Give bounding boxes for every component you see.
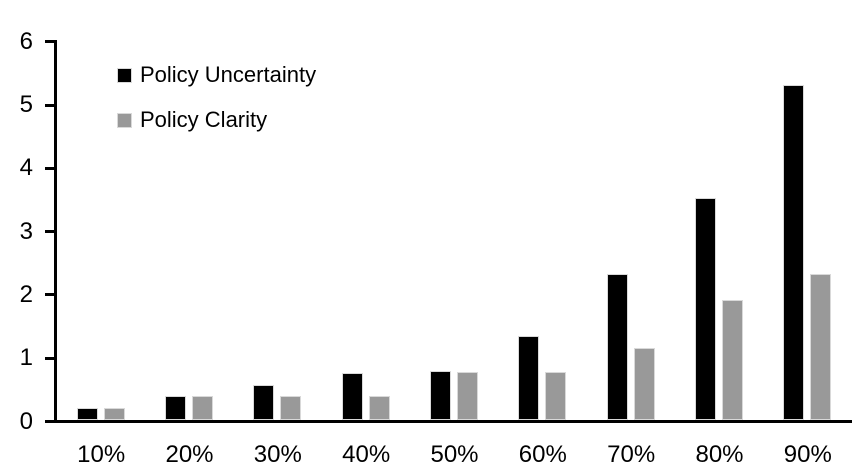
x-axis-category-label: 30% [253, 441, 302, 468]
bar-policy-clarity [545, 371, 567, 420]
x-axis-category-label: 80% [695, 441, 744, 468]
legend-label-policy-clarity: Policy Clarity [140, 107, 268, 132]
legend-swatch-policy-clarity-icon [117, 112, 132, 128]
y-axis-tick-mark [45, 293, 57, 297]
bar-policy-uncertainty [253, 385, 275, 420]
bar-policy-clarity [722, 299, 743, 420]
bar-policy-uncertainty [695, 198, 716, 420]
bar-policy-uncertainty [518, 335, 540, 420]
x-axis-category-label: 60% [518, 441, 567, 468]
bar-policy-clarity [633, 347, 655, 420]
y-axis-tick-label: 0 [19, 407, 33, 435]
y-axis-tick-label: 3 [19, 217, 33, 245]
legend-item-policy-uncertainty: Policy Uncertainty [117, 62, 317, 87]
y-axis-tick-mark [45, 103, 57, 107]
y-axis-tick-mark [45, 40, 57, 44]
y-axis-tick-label: 1 [19, 344, 33, 372]
legend-label-policy-uncertainty: Policy Uncertainty [140, 62, 317, 87]
y-axis-tick-mark [45, 166, 57, 170]
bar-policy-clarity [368, 395, 390, 420]
x-axis-category-label: 40% [342, 441, 391, 468]
legend-item-policy-clarity: Policy Clarity [117, 107, 268, 132]
y-axis-tick-label: 2 [19, 280, 33, 308]
x-axis-line [45, 420, 852, 423]
x-axis-category-label: 90% [783, 441, 832, 468]
bar-policy-uncertainty [783, 84, 805, 420]
bar-policy-uncertainty [606, 274, 628, 420]
bar-policy-clarity [810, 274, 832, 420]
legend-swatch-policy-uncertainty-icon [117, 67, 132, 83]
bar-policy-clarity [280, 395, 302, 420]
bar-policy-uncertainty [341, 372, 363, 420]
bar-policy-clarity [457, 371, 478, 420]
bar-policy-clarity [192, 395, 213, 420]
bar-policy-uncertainty [76, 407, 98, 420]
bar-policy-uncertainty [430, 371, 451, 420]
x-axis-category-label: 50% [430, 441, 479, 468]
y-axis-tick-label: 5 [19, 91, 33, 118]
x-axis-category-label: 10% [77, 441, 126, 468]
y-axis-tick-label: 4 [19, 154, 33, 182]
y-axis-tick-label: 6 [19, 27, 33, 55]
bar-policy-clarity [103, 407, 125, 420]
x-axis-category-label: 70% [607, 441, 656, 468]
y-axis-tick-mark [45, 420, 57, 423]
bar-policy-uncertainty [165, 395, 186, 420]
y-axis-tick-mark [45, 230, 57, 234]
y-axis-tick-mark [45, 356, 57, 360]
x-axis-category-label: 20% [165, 441, 214, 468]
